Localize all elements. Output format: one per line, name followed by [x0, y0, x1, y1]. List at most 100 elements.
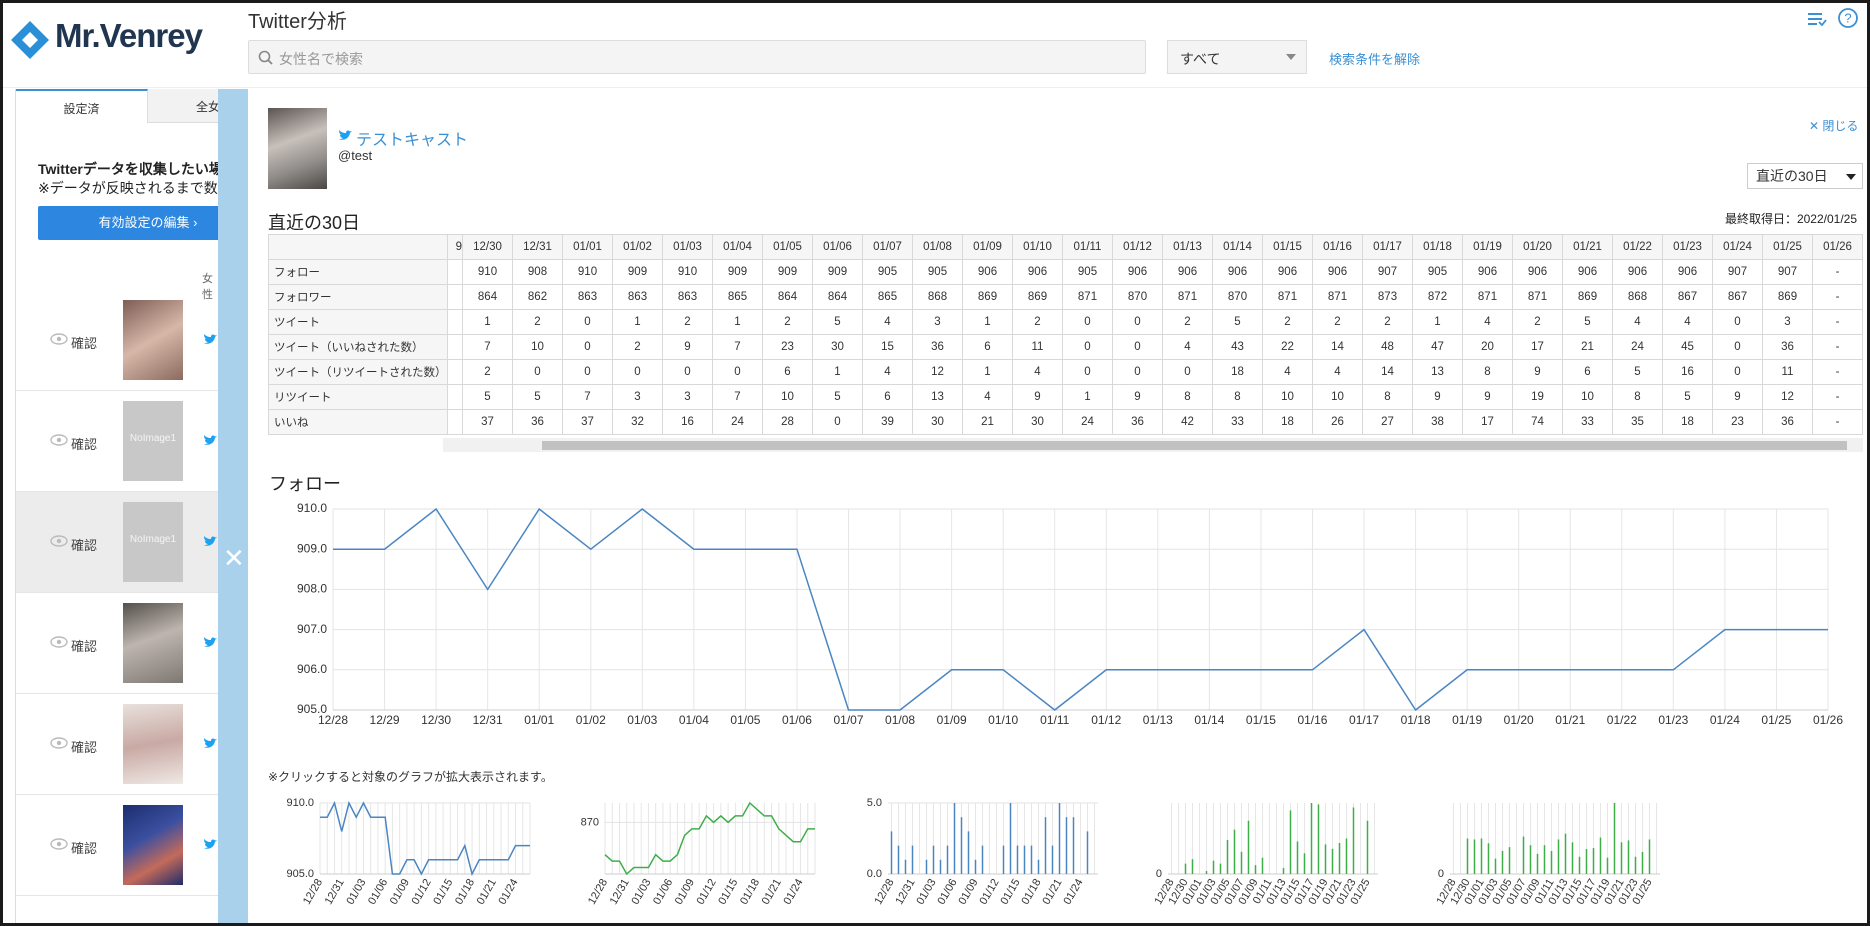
x-tick-label: 12/28 [318, 713, 348, 727]
y-tick-label: 905.0 [286, 868, 314, 880]
cell: 42 [1162, 409, 1213, 435]
bar [1578, 856, 1581, 874]
notice: Twitterデータを収集したい場合 [38, 161, 219, 177]
cell: 17 [1462, 409, 1513, 435]
cell: 864 [812, 284, 863, 310]
cell: 6 [862, 384, 913, 410]
bar [1016, 845, 1019, 874]
confirm-link[interactable]: 確認 [71, 437, 98, 452]
table-row: ツイート（いいねされた数） 7 10 0 2 9 7 23 30 15 36 6 11 0 0 4 43 22 14… [268, 334, 1863, 360]
close-button[interactable]: ✕ 閉じる [1809, 119, 1859, 133]
y-tick-label: 906.0 [297, 662, 327, 676]
y-tick-label: 870 [581, 816, 599, 828]
tab[interactable]: 設定済 [16, 89, 148, 123]
tab[interactable]: 全女性 [148, 89, 219, 123]
thumbnail [123, 300, 183, 380]
period-select[interactable]: 直近の30日 [1747, 163, 1863, 189]
scroll-thumb[interactable] [542, 441, 1847, 450]
cell: 2 [1012, 309, 1063, 335]
x-tick-label: 01/18 [1019, 877, 1043, 907]
cell: 906 [1262, 259, 1313, 285]
bar [1494, 858, 1497, 874]
note: ※クリックすると対象のグラフが拡大表示されます。 [268, 770, 553, 784]
help-icon[interactable]: ? [1837, 7, 1859, 29]
eye-pupil [56, 538, 62, 544]
bar [1487, 843, 1490, 874]
x-tick-label: 01/06 [366, 877, 390, 907]
cell: 8 [1162, 384, 1213, 410]
cell: 16 [662, 409, 713, 435]
cell: 906 [1162, 259, 1213, 285]
y-tick-label: 5.0 [867, 797, 882, 809]
cell: 28 [762, 409, 813, 435]
cell: 0 [612, 359, 663, 385]
thumbnail: NoImage1 [123, 401, 183, 481]
cell: 36 [912, 334, 963, 360]
x-tick-label: 01/15 [716, 877, 740, 907]
x-tick-label: 01/09 [673, 877, 697, 907]
cell: 4 [862, 309, 913, 335]
bar [1310, 803, 1313, 874]
x-tick-label: 01/12 [977, 877, 1001, 907]
bar [1303, 853, 1306, 874]
collapse-icon[interactable]: ✕ [223, 543, 245, 573]
x-tick-label: 01/11 [1040, 713, 1069, 727]
cell: 905 [862, 259, 913, 285]
cell: 5 [1612, 359, 1663, 385]
cell: 3 [912, 309, 963, 335]
cell: 0 [712, 359, 763, 385]
cell: 865 [862, 284, 913, 310]
confirm-link[interactable]: 確認 [71, 538, 98, 553]
bar [1296, 841, 1299, 874]
cell: 1 [962, 309, 1013, 335]
cell: 6 [962, 334, 1013, 360]
profile-name: テストキャスト [356, 132, 469, 149]
eye-icon [50, 535, 68, 547]
edit-button[interactable]: 有効設定の編集 › [38, 206, 219, 240]
cell: 19 [1512, 384, 1563, 410]
filter-select[interactable]: すべて [1167, 40, 1307, 74]
confirm-link[interactable]: 確認 [71, 841, 98, 856]
eye-shape [50, 333, 68, 345]
clear-link[interactable]: 検索条件を解除 [1329, 52, 1421, 67]
x-tick-label: 01/21 [760, 877, 784, 907]
search-box[interactable]: 女性名で検索 [248, 40, 1146, 74]
bar [1564, 833, 1567, 874]
avatar [268, 108, 327, 189]
cell: 7 [562, 384, 613, 410]
header-cell: 01/14 [1212, 234, 1263, 260]
header-cell: 01/24 [1712, 234, 1763, 260]
cell: 6 [1562, 359, 1613, 385]
collapse-strip[interactable] [218, 89, 248, 923]
header-cell: 01/01 [562, 234, 613, 260]
cell: 4 [962, 384, 1013, 410]
bar [932, 845, 935, 874]
list-icon[interactable] [1806, 9, 1828, 29]
cell: 5 [812, 309, 863, 335]
confirm-link[interactable]: 確認 [71, 336, 98, 351]
confirm-link[interactable]: 確認 [71, 639, 98, 654]
x-tick-label: 01/05 [730, 713, 760, 727]
cell: 20 [1462, 334, 1513, 360]
cell: 2 [762, 309, 813, 335]
column-header: 女性 [202, 273, 213, 301]
bar [1233, 829, 1236, 874]
row-label: フォロー [268, 259, 448, 285]
cell: 905 [1062, 259, 1113, 285]
cell: 909 [612, 259, 663, 285]
cell: 4 [1012, 359, 1063, 385]
table-row: リツイート 5 5 7 3 3 7 10 5 6 13 4 9 1 9 8 8 10 10 8 9 9 19 10 8 5 9 12- [268, 384, 1863, 410]
cell: 910 [662, 259, 713, 285]
confirm-link[interactable]: 確認 [71, 740, 98, 755]
eye-shape [50, 636, 68, 648]
thumbnail [123, 704, 183, 784]
cell: 870 [1112, 284, 1163, 310]
x-tick-label: 12/28 [586, 877, 610, 907]
cell: 0 [512, 359, 563, 385]
header-cell: 01/25 [1762, 234, 1813, 260]
bar [1023, 845, 1026, 874]
cell: 0 [662, 359, 713, 385]
cell: 4 [1262, 359, 1313, 385]
cell: 5 [1562, 309, 1613, 335]
